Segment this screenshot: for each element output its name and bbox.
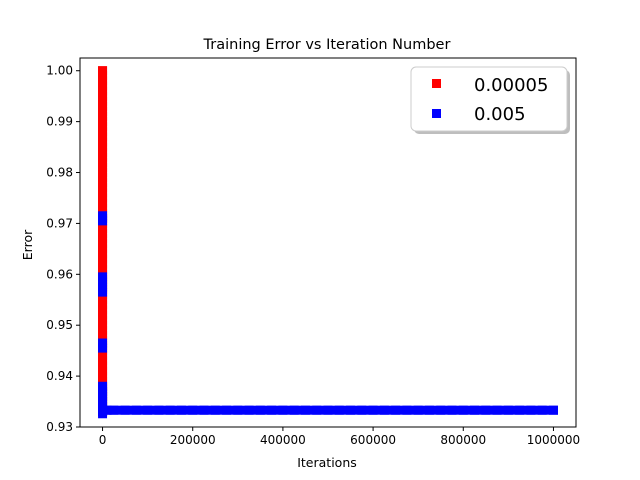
data-point-series-2 [98, 277, 108, 287]
x-tick-label: 200000 [170, 433, 216, 447]
legend-box [410, 66, 568, 132]
x-tick-label: 800000 [440, 433, 486, 447]
data-point-series-1 [98, 300, 108, 310]
data-point-series-1 [98, 157, 108, 167]
data-point-series-1 [98, 234, 108, 244]
y-tick-label: 0.97 [46, 216, 73, 230]
data-point-series-1 [98, 198, 108, 208]
y-tick-label: 1.00 [46, 64, 73, 78]
data-point-series-1 [98, 330, 108, 340]
data-point-series-1 [98, 168, 108, 178]
data-point-series-1 [98, 320, 108, 330]
y-tick-label: 0.94 [46, 369, 73, 383]
data-point-series-1 [98, 239, 108, 249]
x-tick-label: 1000000 [527, 433, 580, 447]
data-point-series-1 [98, 224, 108, 234]
data-point-series-1 [98, 147, 108, 157]
chart-title: Training Error vs Iteration Number [203, 37, 451, 53]
data-point-series-1 [98, 249, 108, 259]
data-point-series-1 [98, 142, 108, 152]
data-point-series-1 [98, 173, 108, 183]
x-tick-label: 400000 [260, 433, 306, 447]
data-point-series-1 [98, 162, 108, 172]
y-tick-label: 0.95 [46, 318, 73, 332]
legend-label-series-2: 0.005 [474, 104, 526, 125]
data-point-series-2 [98, 343, 108, 353]
data-point-series-1 [98, 193, 108, 203]
data-point-series-1 [98, 66, 108, 76]
data-point-series-2 [98, 287, 108, 297]
data-point-series-1 [98, 188, 108, 198]
legend-marker-series-2 [432, 109, 441, 118]
x-tick-label: 600000 [350, 433, 396, 447]
y-axis-label: Error [20, 229, 35, 260]
data-point-series-1 [98, 356, 108, 366]
x-axis-label: Iterations [297, 455, 357, 470]
data-point-series-2 [98, 216, 108, 226]
x-axis-ticks: 0 200000 400000 600000 800000 1000000 [99, 427, 580, 447]
data-point-series-1 [98, 91, 108, 101]
x-tick-label: 0 [99, 433, 107, 447]
data-point-series-1 [98, 203, 108, 213]
data-point-series-1 [98, 137, 108, 147]
data-point-series-1 [98, 86, 108, 96]
data-point-series-1 [98, 325, 108, 335]
series-layer [98, 66, 558, 419]
data-point-series-1 [98, 361, 108, 371]
data-point-series-1 [98, 152, 108, 162]
plot-area: 0 200000 400000 600000 800000 1000000 0.930.9… [46, 57, 580, 447]
legend-label-series-1: 0.00005 [474, 75, 548, 96]
series-2-plateau-band [102, 405, 558, 415]
data-point-series-1 [98, 295, 108, 305]
data-point-series-1 [98, 71, 108, 81]
data-point-series-1 [98, 244, 108, 254]
data-point-series-1 [98, 117, 108, 127]
data-point-series-2 [98, 282, 108, 292]
data-point-series-1 [98, 305, 108, 315]
data-point-series-1 [98, 259, 108, 269]
data-point-series-1 [98, 366, 108, 376]
data-point-series-1 [98, 127, 108, 137]
y-axis-ticks: 0.93 0.94 0.95 0.96 0.97 0.98 0.99 1.00 [46, 64, 80, 434]
data-point-series-1 [98, 178, 108, 188]
data-point-series-1 [98, 96, 108, 106]
data-point-series-1 [98, 315, 108, 325]
data-point-series-1 [98, 122, 108, 132]
data-point-series-1 [98, 371, 108, 381]
data-point-series-1 [98, 132, 108, 142]
data-point-series-1 [98, 229, 108, 239]
data-point-series-1 [98, 310, 108, 320]
data-point-series-1 [98, 376, 108, 386]
axes-frame [79, 57, 577, 428]
data-point-series-1 [98, 106, 108, 116]
data-point-series-1 [98, 264, 108, 274]
data-point-series-1 [98, 101, 108, 111]
series-1-points [98, 66, 108, 416]
legend-marker-series-1 [432, 79, 441, 88]
data-point-series-1 [98, 112, 108, 122]
y-tick-label: 0.99 [46, 115, 73, 129]
data-point-series-1 [98, 81, 108, 91]
data-point-series-1 [98, 351, 108, 361]
data-point-series-1 [98, 254, 108, 264]
data-point-series-1 [98, 76, 108, 86]
data-point-series-2 [98, 338, 108, 348]
y-tick-label: 0.98 [46, 166, 73, 180]
legend: 0.00005 0.005 [410, 66, 570, 134]
data-point-series-2 [98, 272, 108, 282]
y-tick-label: 0.96 [46, 267, 73, 281]
y-tick-label: 0.93 [46, 420, 73, 434]
data-point-series-1 [98, 183, 108, 193]
